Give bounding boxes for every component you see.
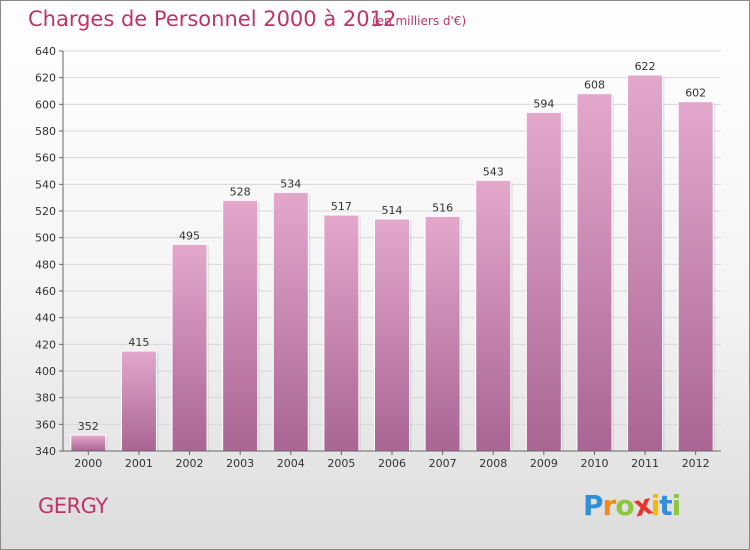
bar-2010 — [576, 93, 613, 452]
bar-2006 — [374, 218, 410, 452]
x-tick-label: 2010 — [580, 457, 608, 470]
y-tick-label: 340 — [35, 445, 56, 458]
x-tick-label: 2007 — [429, 457, 457, 470]
x-tick-label: 2005 — [327, 457, 355, 470]
data-label: 495 — [179, 229, 200, 242]
y-tick-label: 480 — [35, 258, 56, 271]
y-tick-label: 640 — [35, 45, 56, 58]
data-label: 517 — [331, 200, 352, 213]
axis-layer: 340 360 380 400 420 440 460 480 500 520 540 560 580 6… — [35, 45, 721, 470]
x-tick-label: 2001 — [125, 457, 153, 470]
y-tick-label: 580 — [35, 125, 56, 138]
data-label: 543 — [483, 165, 504, 178]
bar-2009 — [525, 111, 562, 452]
y-tick-label: 520 — [35, 205, 56, 218]
logo-letter: P — [583, 489, 604, 522]
data-label: 514 — [382, 204, 403, 217]
data-label: 534 — [280, 177, 301, 190]
x-tick-label: 2002 — [176, 457, 204, 470]
x-tick-label: 2003 — [226, 457, 254, 470]
data-label: 608 — [584, 79, 605, 92]
x-tick-label: 2012 — [682, 457, 710, 470]
bar-2012 — [677, 101, 714, 452]
bar-2004 — [272, 191, 309, 452]
x-tick-label: 2011 — [631, 457, 659, 470]
bar-2005 — [323, 214, 360, 452]
x-tick-label: 2009 — [530, 457, 558, 470]
bar-layer — [70, 74, 716, 452]
bar-2002 — [171, 243, 208, 452]
bar-2011 — [627, 74, 664, 452]
data-label: 594 — [533, 97, 554, 110]
data-label: 352 — [78, 420, 99, 433]
bar-2008 — [475, 179, 512, 452]
logo-letter: r — [602, 489, 617, 522]
y-tick-label: 440 — [35, 312, 56, 325]
y-tick-label: 540 — [35, 178, 56, 191]
data-label: 602 — [685, 87, 706, 100]
y-tick-label: 360 — [35, 418, 56, 431]
x-tick-label: 2004 — [277, 457, 305, 470]
bar-2007 — [424, 215, 461, 452]
logo-letter: i — [671, 489, 682, 522]
y-tick-label: 600 — [35, 98, 56, 111]
chart-subtitle: (en milliers d'€) — [372, 14, 467, 28]
x-tick-label: 2008 — [479, 457, 507, 470]
data-label: 516 — [432, 201, 453, 214]
y-tick-label: 420 — [35, 338, 56, 351]
bar-2001 — [120, 350, 157, 452]
data-label: 622 — [635, 60, 656, 73]
y-tick-label: 500 — [35, 232, 56, 245]
bar-2000 — [70, 434, 107, 452]
y-tick-label: 400 — [35, 365, 56, 378]
y-tick-label: 380 — [35, 392, 56, 405]
data-label: 415 — [128, 336, 149, 349]
bar-2003 — [222, 199, 259, 452]
y-tick-label: 560 — [35, 152, 56, 165]
chart-title: Charges de Personnel 2000 à 2012 — [28, 7, 397, 31]
logo-letter: i — [650, 489, 661, 522]
x-tick-label: 2000 — [74, 457, 102, 470]
data-label: 528 — [230, 185, 251, 198]
logo-letter: t — [659, 489, 672, 522]
y-tick-label: 460 — [35, 285, 56, 298]
label-layer: 352 415 495 528 534 517 514 516 543 594 608 622 602 — [78, 60, 706, 433]
x-tick-label: 2006 — [378, 457, 406, 470]
logo-letter: o — [615, 489, 634, 522]
proxiti-logo[interactable]: Proxiti — [583, 488, 682, 524]
y-tick-label: 620 — [35, 72, 56, 85]
commune-name: GERGY — [38, 494, 108, 518]
